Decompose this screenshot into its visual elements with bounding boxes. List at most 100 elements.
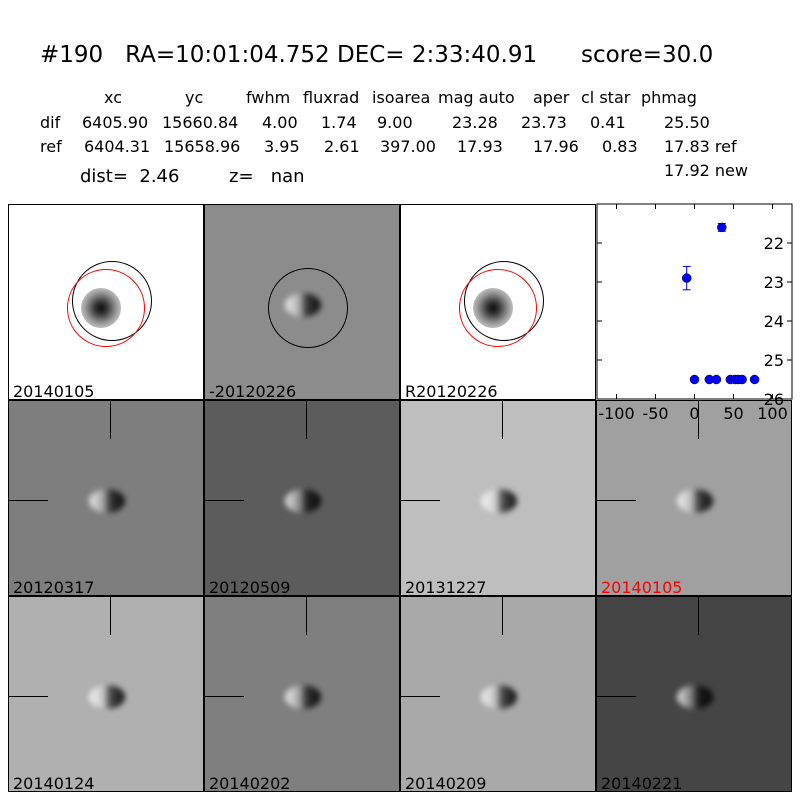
red-aperture-circle [67, 269, 145, 347]
crosshair-horizontal [401, 696, 440, 697]
x-tick-label: -50 [642, 404, 668, 423]
x-tick-label: -100 [598, 404, 634, 423]
table-cell: 397.00 [380, 137, 436, 156]
stamp-label: 20140221 [601, 774, 683, 792]
dipole-residual [285, 489, 321, 513]
crosshair-horizontal [597, 696, 636, 697]
crosshair-horizontal [205, 696, 244, 697]
stamp-label: 20120317 [13, 578, 95, 596]
stamp-panel: 20140202 [204, 596, 400, 792]
y-tick-label: 24 [764, 312, 784, 331]
stamp-panel: 20140124 [8, 596, 204, 792]
stamp-panel: -20120226 [204, 204, 400, 400]
column-header: fwhm [246, 88, 291, 107]
stamp-panel: 20131227 [400, 400, 596, 596]
crosshair-vertical [502, 401, 503, 439]
stamp-label: R20120226 [405, 382, 498, 400]
crosshair-horizontal [9, 500, 48, 501]
data-point [737, 374, 747, 385]
stamp-panel: 20140105 [8, 204, 204, 400]
stamp-panel: 20140209 [400, 596, 596, 792]
row-label-ref: ref [40, 137, 62, 156]
stamp-label: 20140209 [405, 774, 487, 792]
y-tick-label: 22 [764, 234, 784, 253]
table-cell: 6405.90 [82, 113, 149, 132]
crosshair-horizontal [597, 500, 636, 501]
dipole-residual [89, 685, 125, 709]
data-point [711, 374, 722, 385]
dipole-residual [677, 489, 713, 513]
data-point [681, 265, 692, 291]
row-label-dif: dif [40, 113, 61, 132]
table-cell: 15660.84 [162, 113, 239, 132]
y-tick-label: 23 [764, 273, 784, 292]
stamp-label: 20140105 [601, 578, 683, 596]
stamp-panel: 20140221 [596, 596, 792, 792]
x-tick-label: 100 [757, 404, 788, 423]
y-tick-label: 26 [764, 390, 784, 409]
column-header: cl star [581, 88, 631, 107]
table-cell: 0.41 [590, 113, 626, 132]
z-value: z= nan [229, 166, 305, 187]
stamp-label: 20131227 [405, 578, 487, 596]
stamp-panel: 20140105 [596, 400, 792, 596]
table-cell: 3.95 [264, 137, 300, 156]
crosshair-vertical [110, 401, 111, 439]
column-header: xc [104, 88, 122, 107]
table-cell: 2.61 [324, 137, 360, 156]
column-header: fluxrad [303, 88, 360, 107]
dist-value: dist= 2.46 [80, 166, 180, 187]
dipole-residual [677, 685, 713, 709]
stamp-label: 20140105 [13, 382, 95, 400]
x-tick-label: 0 [689, 404, 699, 423]
stamp-panel: 20120509 [204, 400, 400, 596]
crosshair-horizontal [401, 500, 440, 501]
data-point [689, 374, 700, 385]
table-cell: 1.74 [321, 113, 357, 132]
dipole-residual [89, 489, 125, 513]
dipole-residual [481, 685, 517, 709]
crosshair-vertical [502, 597, 503, 635]
column-header: phmag [641, 88, 697, 107]
crosshair-vertical [306, 597, 307, 635]
black-aperture-circle [268, 268, 348, 348]
crosshair-vertical [306, 401, 307, 439]
table-cell: 4.00 [262, 113, 298, 132]
y-tick-label: 25 [764, 351, 784, 370]
stamp-panel: R20120226 [400, 204, 596, 400]
table-cell: 23.73 [521, 113, 567, 132]
column-header: mag auto [438, 88, 515, 107]
column-header: isoarea [372, 88, 431, 107]
table-cell: 9.00 [377, 113, 413, 132]
crosshair-vertical [698, 401, 699, 439]
stamp-label: 20140202 [209, 774, 291, 792]
table-cell: 23.28 [452, 113, 498, 132]
column-header: aper [533, 88, 570, 107]
table-cell: 17.96 [533, 137, 579, 156]
table-cell: 15658.96 [164, 137, 241, 156]
table-cell: 6404.31 [84, 137, 151, 156]
red-aperture-circle [459, 269, 537, 347]
stamp-label: 20120509 [209, 578, 291, 596]
plot-area [596, 203, 793, 400]
table-cell: 17.93 [457, 137, 503, 156]
column-header: yc [185, 88, 204, 107]
crosshair-horizontal [205, 500, 244, 501]
table-cell: 0.83 [602, 137, 638, 156]
data-point [749, 374, 760, 385]
figure-title: #190 RA=10:01:04.752 DEC= 2:33:40.91 sco… [40, 42, 714, 68]
x-tick-label: 50 [723, 404, 743, 423]
crosshair-vertical [698, 597, 699, 635]
table-cell: 17.83 ref [664, 137, 737, 156]
table-cell: 25.50 [664, 113, 710, 132]
stamp-panel: 20120317 [8, 400, 204, 596]
crosshair-horizontal [9, 696, 48, 697]
dipole-residual [285, 685, 321, 709]
dipole-residual [481, 489, 517, 513]
phmag-new: 17.92 new [664, 161, 748, 180]
stamp-label: 20140124 [13, 774, 95, 792]
crosshair-vertical [110, 597, 111, 635]
data-point [717, 222, 727, 233]
